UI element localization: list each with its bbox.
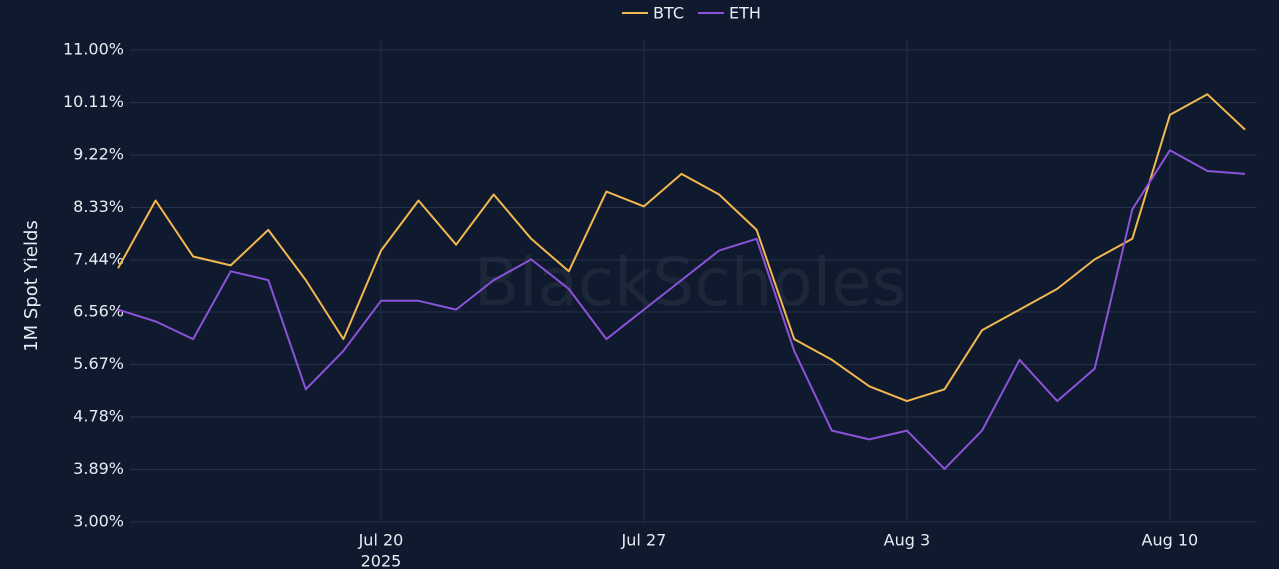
x-tick-label: Aug 10 [1142,531,1199,550]
y-tick-label: 3.00% [73,512,124,531]
x-tick-label: Jul 20 [358,531,404,550]
y-tick-label: 6.56% [73,301,124,320]
series-line [117,93,1246,403]
y-tick-label: 4.78% [73,406,124,425]
series-line [117,149,1246,470]
y-tick-label: 10.11% [63,92,124,111]
y-tick-label: 11.00% [63,40,124,59]
y-tick-label: 3.89% [73,459,124,478]
x-year-label: 2025 [361,552,402,569]
legend-label: BTC [653,4,684,23]
y-tick-label: 8.33% [73,197,124,216]
y-tick-label: 5.67% [73,354,124,373]
legend-label: ETH [729,4,761,23]
watermark: BlackScholes [474,244,906,321]
y-tick-label: 7.44% [73,250,124,269]
x-tick-label: Aug 3 [884,531,931,550]
y-tick-label: 9.22% [73,145,124,164]
x-tick-label: Jul 27 [621,531,667,550]
y-axis-label: 1M Spot Yields [21,220,42,352]
